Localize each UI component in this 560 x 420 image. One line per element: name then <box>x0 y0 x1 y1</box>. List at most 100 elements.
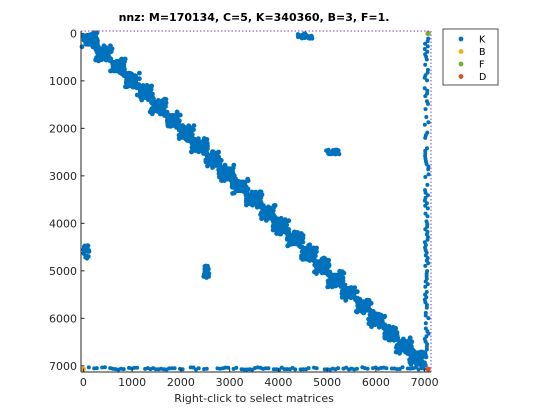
data-point <box>408 362 414 367</box>
data-point <box>342 284 347 289</box>
data-point <box>108 56 114 62</box>
x-tick-label: 6000 <box>362 376 390 389</box>
legend-item-K[interactable]: K <box>458 35 486 46</box>
x-axis-label[interactable]: Right-click to select matrices <box>174 392 334 405</box>
data-point <box>395 345 401 351</box>
data-point <box>303 249 308 254</box>
y-tick-label: 3000 <box>49 170 77 183</box>
data-point <box>196 366 201 371</box>
data-point <box>304 255 310 260</box>
data-point <box>94 30 100 36</box>
data-point <box>387 327 393 332</box>
data-point <box>108 43 113 49</box>
data-point <box>119 65 125 71</box>
data-point <box>86 254 91 259</box>
data-point <box>205 163 210 169</box>
y-tick-label: 2000 <box>49 122 77 135</box>
data-point <box>205 143 210 149</box>
data-point <box>94 366 99 371</box>
data-point <box>217 174 222 180</box>
data-point <box>423 135 428 140</box>
diagonal-block <box>366 309 388 330</box>
data-point <box>331 275 336 281</box>
data-point <box>424 57 429 62</box>
data-point <box>358 304 364 310</box>
data-point <box>120 69 126 75</box>
data-point <box>258 204 264 209</box>
x-tick-label: 1000 <box>118 376 146 389</box>
legend-label: B <box>479 47 486 58</box>
diagonal-block <box>353 296 374 316</box>
data-point <box>222 163 228 169</box>
data-point <box>147 109 153 115</box>
data-point <box>335 150 340 155</box>
legend-item-F[interactable]: F <box>458 60 485 71</box>
legend-item-D[interactable]: D <box>458 72 487 83</box>
data-point <box>292 241 298 247</box>
data-point <box>119 56 125 62</box>
data-point <box>210 149 215 155</box>
data-point <box>382 331 388 337</box>
data-point <box>424 355 429 360</box>
data-point <box>189 149 194 155</box>
data-point <box>318 262 323 268</box>
x-tick-label: 7000 <box>411 376 439 389</box>
legend-item-B[interactable]: B <box>458 47 486 58</box>
data-point <box>423 321 428 326</box>
data-point <box>324 148 329 153</box>
data-point <box>191 123 197 128</box>
data-point <box>298 244 303 250</box>
y-tick-label: 7000 <box>49 360 77 373</box>
diagonal-block <box>298 242 319 264</box>
data-point <box>423 190 428 195</box>
data-point <box>172 366 177 371</box>
data-point <box>176 136 182 142</box>
data-point <box>153 101 159 107</box>
data-point <box>386 334 391 339</box>
data-point <box>244 198 250 204</box>
data-point <box>137 92 143 97</box>
data-point <box>249 192 254 198</box>
data-point <box>335 278 341 284</box>
data-point <box>176 127 182 133</box>
data-point <box>326 283 332 289</box>
data-point <box>295 34 301 40</box>
x-tick-label: 4000 <box>264 376 292 389</box>
data-point <box>93 46 99 52</box>
x-tick-label: 5000 <box>313 376 341 389</box>
data-point <box>101 43 107 49</box>
data-point <box>180 367 185 372</box>
legend-marker <box>458 49 464 54</box>
data-point <box>376 315 381 321</box>
data-point <box>379 322 385 327</box>
data-point <box>286 242 291 248</box>
data-point <box>425 206 430 211</box>
data-point <box>366 316 371 322</box>
data-point <box>312 262 318 268</box>
data-point <box>425 193 430 198</box>
data-point <box>201 136 207 141</box>
data-point <box>271 214 277 220</box>
data-point <box>149 83 155 89</box>
data-point <box>254 204 260 210</box>
off-diagonal-block <box>324 147 342 157</box>
legend-marker <box>458 61 464 67</box>
plot-area[interactable]: 0 1000 2000 3000 4000 5000 6000 700001000200030… <box>49 27 439 389</box>
data-point <box>137 76 142 82</box>
data-point <box>354 366 359 371</box>
data-point <box>311 253 317 258</box>
diagonal-block <box>270 215 292 237</box>
data-point <box>144 84 149 90</box>
y-tick-label: 4000 <box>49 217 77 230</box>
data-point <box>243 192 249 198</box>
diagonal-block <box>134 83 155 103</box>
data-point <box>164 109 170 115</box>
data-point <box>121 367 126 372</box>
y-tick-label: 5000 <box>49 265 77 278</box>
data-point <box>419 352 424 357</box>
data-point <box>426 101 430 106</box>
data-point <box>292 234 298 240</box>
data-point <box>384 366 389 371</box>
data-point <box>156 98 161 103</box>
